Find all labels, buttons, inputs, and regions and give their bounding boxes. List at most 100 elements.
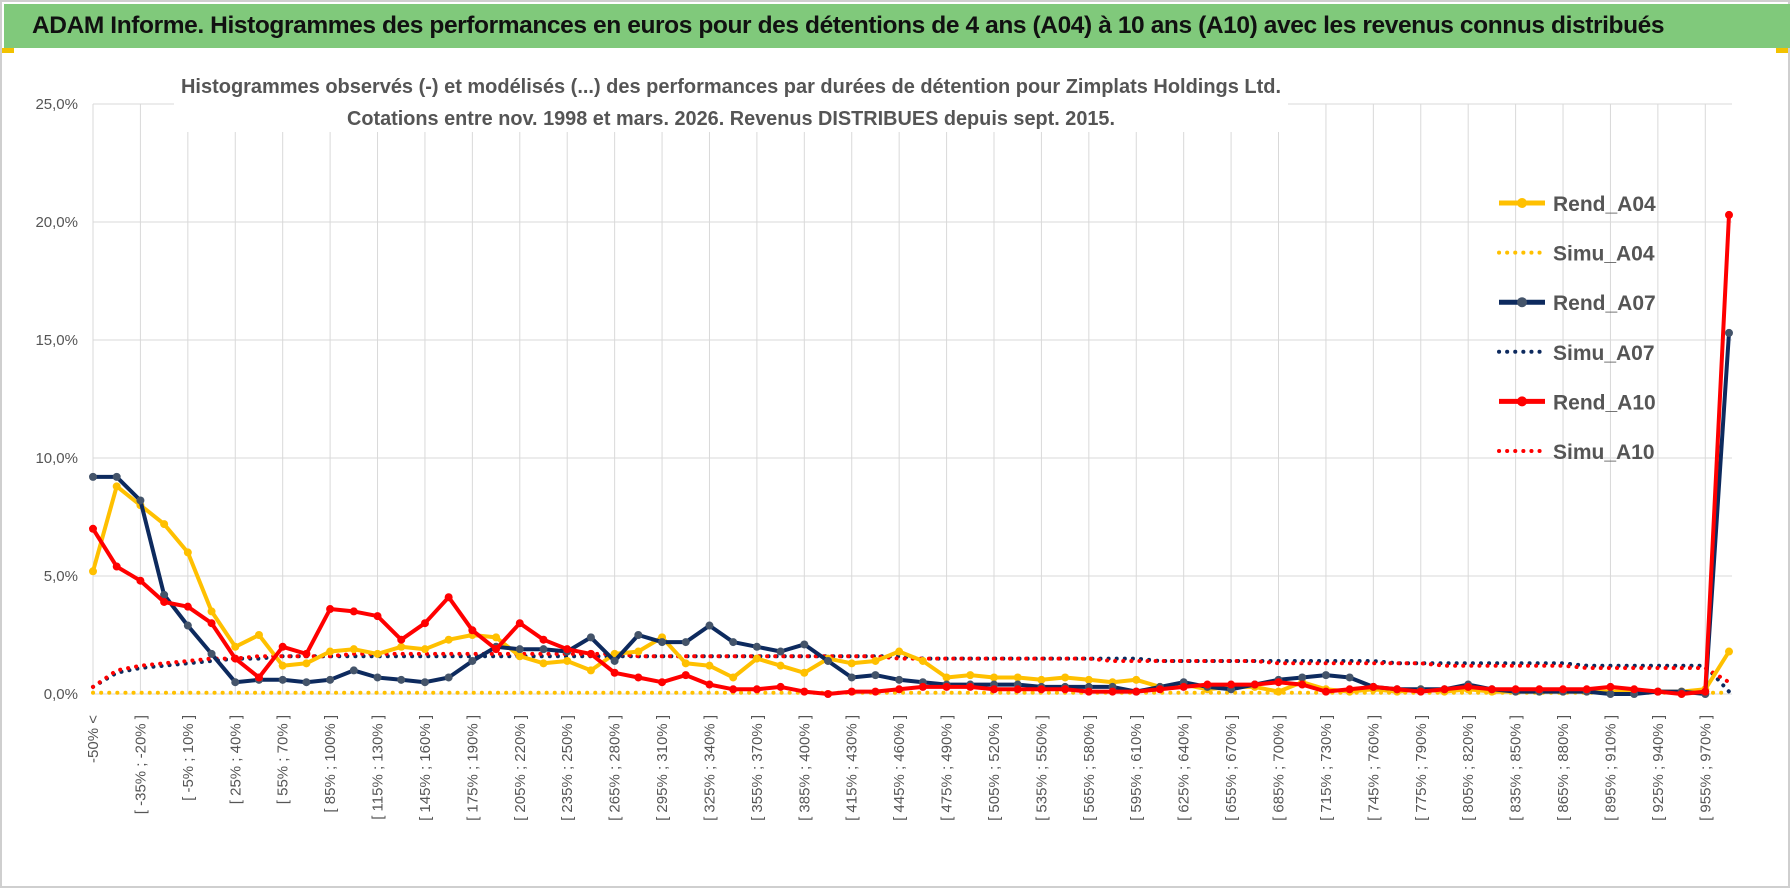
x-tick-label: [ 235% ; 250% ] [559,715,576,821]
data-point-rend-a07 [444,673,453,682]
legend-label-simu-a04: Simu_A04 [1553,243,1655,266]
x-tick-label: [ 535% ; 550% ] [1033,715,1050,821]
data-point-rend-a10 [1393,685,1402,694]
data-point-rend-a07 [539,645,548,654]
data-point-rend-a04 [444,635,453,644]
data-point-rend-a10 [1037,685,1046,694]
data-point-rend-a10 [776,682,785,691]
data-point-rend-a04 [302,659,311,668]
data-point-rend-a04 [373,649,382,658]
data-point-rend-a07 [658,638,667,647]
data-point-rend-a10 [1274,678,1283,687]
x-tick-label: [ 145% ; 160% ] [417,715,434,821]
legend-marker-rend-a04 [1517,198,1527,208]
data-point-rend-a04 [1132,675,1141,684]
data-point-rend-a04 [847,659,856,668]
chart-series [89,210,1733,698]
data-point-rend-a10 [183,602,192,611]
data-point-rend-a10 [420,619,429,628]
data-point-rend-a04 [800,668,809,677]
data-point-rend-a04 [1061,673,1070,682]
data-point-rend-a07 [326,675,335,684]
data-point-rend-a10 [1653,687,1662,696]
data-point-rend-a10 [349,607,358,616]
legend-label-rend-a07: Rend_A07 [1553,292,1656,315]
data-point-rend-a07 [705,621,714,630]
data-point-rend-a10 [1227,680,1236,689]
data-point-rend-a04 [326,647,335,656]
x-axis-ticks: -50% < [ -35% ; -20% ] [ -5% ; 10% ] [ 25% … [85,715,1714,821]
y-tick-label: 5,0% [44,568,78,585]
data-point-rend-a10 [1132,687,1141,696]
data-point-rend-a07 [349,666,358,675]
chart-title: Histogrammes observés (-) et modélisés (… [181,76,1281,98]
x-tick-label: [ 385% ; 400% ] [796,715,813,821]
chart-subtitle: Cotations entre nov. 1998 et mars. 2026.… [347,108,1115,130]
x-tick-label: [ 175% ; 190% ] [464,715,481,821]
data-point-rend-a07 [824,656,833,665]
x-tick-label: [ 505% ; 520% ] [986,715,1003,821]
data-point-rend-a04 [183,548,192,557]
data-point-rend-a04 [231,642,240,651]
data-point-rend-a10 [136,576,145,585]
data-point-rend-a04 [349,645,358,654]
x-tick-label: [ 115% ; 130% ] [370,715,387,820]
data-point-rend-a07 [302,678,311,687]
x-tick-label: [ 595% ; 610% ] [1128,715,1145,821]
data-point-rend-a10 [1582,685,1591,694]
x-tick-label: [ 625% ; 640% ] [1176,715,1193,821]
data-point-rend-a10 [1013,685,1022,694]
data-point-rend-a04 [989,673,998,682]
data-point-rend-a10 [1677,690,1686,698]
data-point-rend-a04 [397,642,406,651]
x-tick-label: [ 685% ; 700% ] [1271,715,1288,821]
data-point-rend-a10 [1108,687,1117,696]
x-tick-label: [ 85% ; 100% ] [322,715,339,813]
x-tick-label: [ 25% ; 40% ] [227,715,244,804]
data-point-rend-a07 [373,673,382,682]
x-tick-label: [ 565% ; 580% ] [1081,715,1098,821]
data-point-rend-a04 [1725,647,1733,656]
data-point-rend-a10 [397,635,406,644]
data-point-rend-a04 [942,673,951,682]
data-point-rend-a10 [918,682,927,691]
data-point-rend-a07 [752,642,761,651]
data-point-rend-a07 [278,675,287,684]
x-tick-label: [ 295% ; 310% ] [654,715,671,821]
data-point-rend-a04 [729,673,738,682]
data-point-rend-a07 [729,638,738,647]
data-point-rend-a07 [112,472,121,481]
data-point-rend-a07 [231,678,240,687]
data-point-rend-a10 [824,690,833,698]
series-line-rend-a07 [93,332,1731,696]
data-point-rend-a10 [231,654,240,663]
data-point-rend-a10 [752,685,761,694]
data-point-rend-a10 [1440,685,1449,694]
data-point-rend-a04 [752,654,761,663]
data-point-rend-a07 [800,640,809,649]
data-point-rend-a10 [1416,687,1425,696]
data-point-rend-a10 [254,673,263,682]
corner-mark-left [2,48,14,53]
x-tick-label: [ 415% ; 430% ] [844,715,861,821]
legend-label-simu-a07: Simu_A07 [1553,342,1655,365]
data-point-rend-a04 [254,631,263,639]
x-tick-label: [ -5% ; 10% ] [180,715,197,801]
data-point-rend-a04 [89,567,97,576]
histogram-chart: 0,0% 5,0% 10,0% 15,0% 20,0% 25,0% -50% < [ -35… [35,66,1733,821]
x-tick-label: [ -35% ; -20% ] [132,715,149,814]
data-point-rend-a04 [871,656,880,665]
data-point-rend-a10 [1061,685,1070,694]
data-point-rend-a10 [1298,680,1307,689]
x-tick-label: [ 835% ; 850% ] [1508,715,1525,821]
chart-title-box: Histogrammes observés (-) et modélisés (… [174,66,1288,132]
chart-legend: Rend_A04 Simu_A04 Rend_A07 Simu_A07 Rend_A10… [1497,193,1656,464]
data-point-rend-a10 [966,682,975,691]
data-point-rend-a10 [468,626,477,635]
x-tick-label: [ 55% ; 70% ] [275,715,292,804]
data-point-rend-a10 [1203,680,1212,689]
data-point-rend-a10 [658,678,667,687]
data-point-rend-a10 [800,687,809,696]
data-point-rend-a10 [1559,685,1568,694]
